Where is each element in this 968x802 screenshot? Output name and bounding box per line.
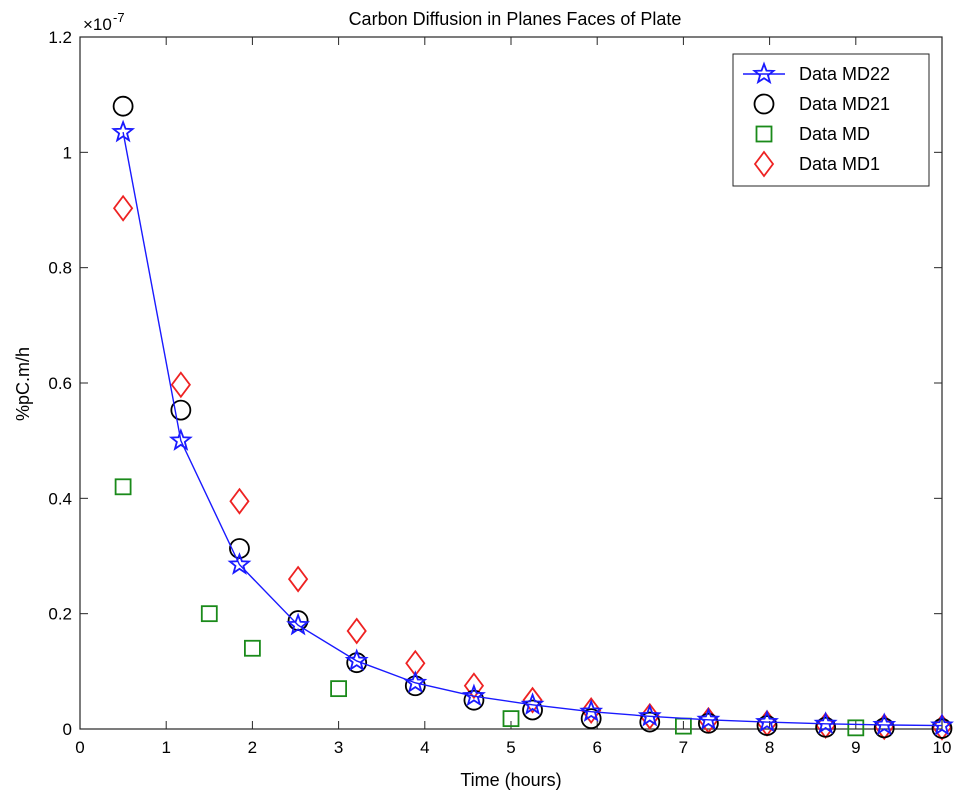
data-point-square <box>847 719 865 737</box>
data-point-diamond <box>287 565 309 593</box>
legend-label: Data MD1 <box>799 154 880 174</box>
x-axis-label: Time (hours) <box>460 770 561 790</box>
y-tick-label: 0.2 <box>48 605 72 624</box>
x-tick-label: 2 <box>248 738 257 757</box>
data-point-diamond <box>346 617 367 645</box>
x-tick-label: 9 <box>851 738 860 757</box>
data-point-star <box>930 712 954 736</box>
data-point-circle <box>463 689 485 711</box>
data-point-star <box>696 707 721 730</box>
data-point-star <box>579 699 604 722</box>
data-point-star <box>168 428 193 451</box>
data-point-circle <box>931 718 953 739</box>
y-tick-label: 0.4 <box>48 489 72 508</box>
chart-title: Carbon Diffusion in Planes Faces of Plat… <box>349 9 682 29</box>
data-point-diamond <box>170 371 191 399</box>
series-line <box>122 132 943 727</box>
legend-box <box>732 53 930 187</box>
y-tick-label: 0.6 <box>48 374 72 393</box>
legend-marker-diamond <box>753 150 775 178</box>
data-point-star <box>872 712 897 736</box>
y-exponent-label: ×10 -7 <box>83 10 125 34</box>
data-point-circle <box>815 716 837 738</box>
data-point-diamond <box>112 194 134 222</box>
data-point-square <box>200 605 218 623</box>
data-point-square <box>114 478 132 496</box>
legend-marker-star <box>752 61 776 85</box>
y-tick-label: 0 <box>63 720 72 739</box>
data-point-circle <box>873 717 895 739</box>
x-tick-label: 7 <box>679 738 688 757</box>
x-tick-label: 5 <box>506 738 515 757</box>
data-point-star <box>227 552 252 575</box>
data-point-circle <box>580 708 602 730</box>
series-data-md22 <box>111 119 954 736</box>
y-exponent-power: -7 <box>113 10 125 25</box>
y-axis-label: %pC.m/h <box>13 347 33 421</box>
y-tick-label: 1.2 <box>48 28 72 47</box>
data-point-circle <box>639 711 661 733</box>
data-point-diamond <box>581 697 602 725</box>
data-point-star <box>813 711 838 734</box>
legend: Data MD22 Data MD21 Data MD Data MD1 <box>732 53 930 187</box>
x-tick-label: 0 <box>75 738 84 757</box>
data-point-square <box>243 639 261 657</box>
data-point-star <box>286 612 311 636</box>
data-point-diamond <box>463 672 485 700</box>
data-point-diamond <box>229 487 250 515</box>
legend-marker-circle <box>753 93 775 115</box>
data-point-star <box>755 709 779 733</box>
data-point-circle <box>112 95 134 117</box>
data-point-star <box>637 703 662 727</box>
data-point-star <box>403 670 428 694</box>
ticks: 0 1 2 3 4 5 6 7 8 9 10 0 0.2 0.4 0.6 0.8 1 1.2 <box>48 28 951 757</box>
x-tick-label: 8 <box>765 738 774 757</box>
data-point-circle <box>522 699 543 721</box>
data-point-circle <box>229 538 250 559</box>
data-point-star <box>111 119 136 143</box>
x-tick-label: 6 <box>592 738 601 757</box>
data-point-diamond <box>931 713 953 741</box>
data-point-diamond <box>874 713 895 741</box>
x-tick-label: 3 <box>334 738 343 757</box>
series-data-md21 <box>112 95 953 739</box>
data-point-diamond <box>522 686 543 714</box>
data-point-square <box>502 710 520 728</box>
data-point-square <box>330 680 348 698</box>
legend-label: Data MD22 <box>799 64 890 84</box>
legend-item: Data MD1 <box>753 150 880 178</box>
data-point-star <box>461 683 486 707</box>
series-group <box>111 95 954 741</box>
x-tick-label: 10 <box>933 738 952 757</box>
legend-item: Data MD21 <box>753 93 890 115</box>
x-tick-label: 1 <box>161 738 170 757</box>
legend-label: Data MD <box>799 124 870 144</box>
legend-label: Data MD21 <box>799 94 890 114</box>
data-point-star <box>520 692 545 715</box>
y-tick-label: 1 <box>63 143 72 162</box>
data-point-circle <box>697 712 719 734</box>
data-point-star <box>344 648 369 672</box>
legend-marker-square <box>755 125 773 143</box>
legend-item: Data MD22 <box>743 61 890 85</box>
data-point-circle <box>404 675 426 697</box>
x-tick-label: 4 <box>420 738 429 757</box>
legend-item: Data MD <box>755 124 870 144</box>
data-point-circle <box>170 399 192 421</box>
y-tick-label: 0.8 <box>48 259 72 278</box>
y-exponent-base: ×10 <box>83 15 112 34</box>
data-point-circle <box>756 715 778 736</box>
